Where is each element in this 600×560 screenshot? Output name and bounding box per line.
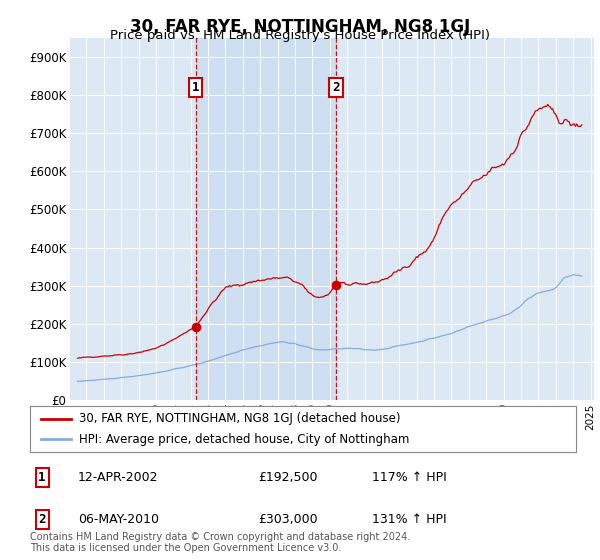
Text: 1: 1 (38, 471, 46, 484)
Text: 1: 1 (192, 81, 199, 94)
Text: 2: 2 (38, 513, 46, 526)
Text: Contains HM Land Registry data © Crown copyright and database right 2024.
This d: Contains HM Land Registry data © Crown c… (30, 531, 410, 553)
Text: 117% ↑ HPI: 117% ↑ HPI (372, 471, 447, 484)
Text: 30, FAR RYE, NOTTINGHAM, NG8 1GJ: 30, FAR RYE, NOTTINGHAM, NG8 1GJ (130, 18, 470, 36)
Bar (196, 38, 336, 400)
Text: 06-MAY-2010: 06-MAY-2010 (78, 513, 159, 526)
Text: £192,500: £192,500 (258, 471, 317, 484)
Text: £303,000: £303,000 (258, 513, 317, 526)
Text: 30, FAR RYE, NOTTINGHAM, NG8 1GJ (detached house): 30, FAR RYE, NOTTINGHAM, NG8 1GJ (detach… (79, 412, 401, 426)
Text: HPI: Average price, detached house, City of Nottingham: HPI: Average price, detached house, City… (79, 432, 410, 446)
Text: 12-APR-2002: 12-APR-2002 (78, 471, 158, 484)
Text: 2: 2 (332, 81, 340, 94)
Text: Price paid vs. HM Land Registry's House Price Index (HPI): Price paid vs. HM Land Registry's House … (110, 29, 490, 42)
Text: 131% ↑ HPI: 131% ↑ HPI (372, 513, 446, 526)
